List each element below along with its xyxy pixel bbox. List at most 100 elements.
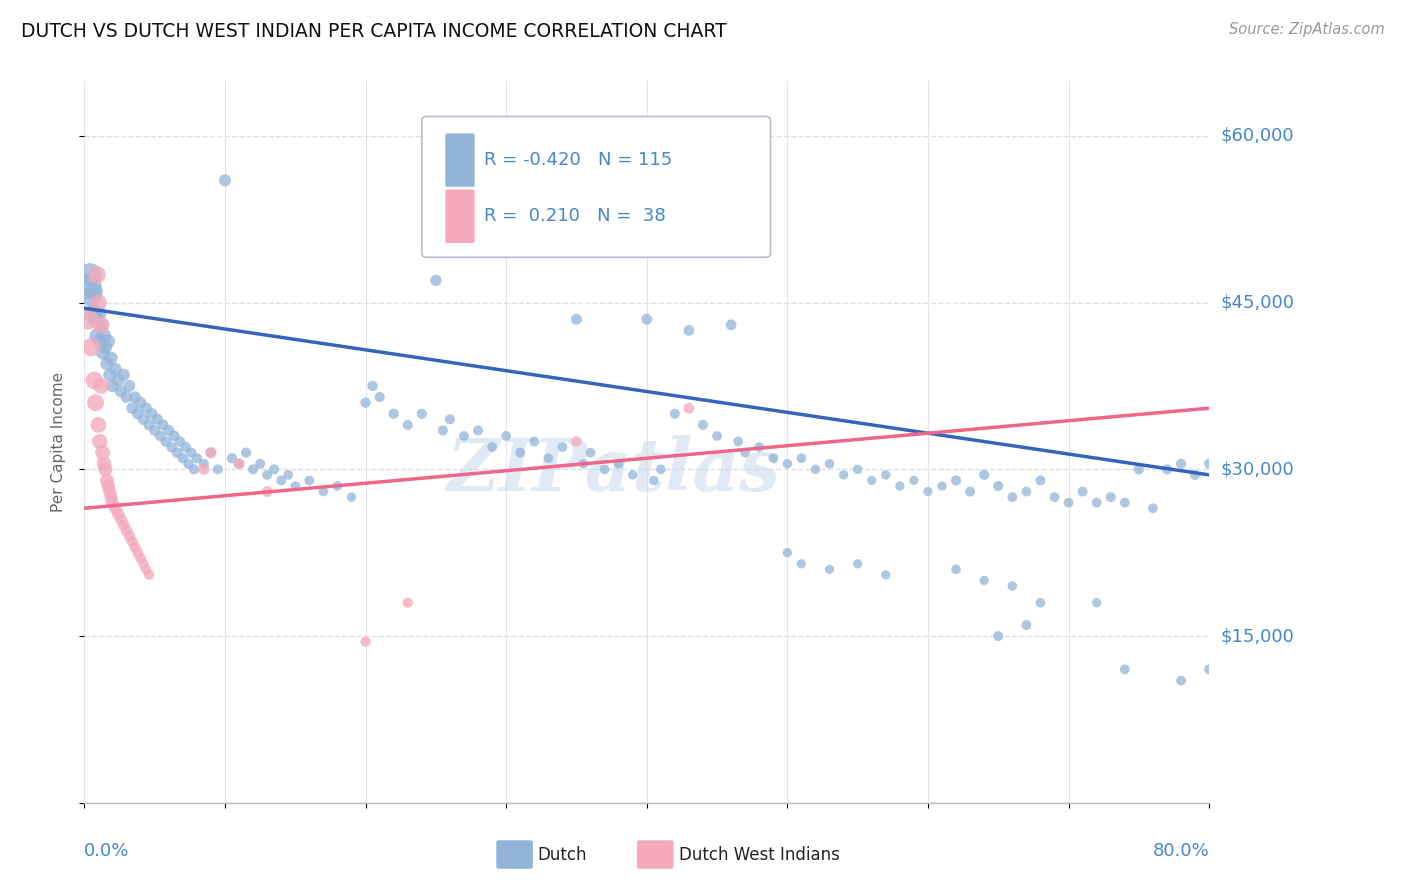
Point bbox=[1029, 474, 1052, 488]
Point bbox=[155, 434, 177, 449]
Text: 0.0%: 0.0% bbox=[84, 842, 129, 860]
Point bbox=[298, 474, 321, 488]
Point bbox=[235, 445, 257, 459]
Point bbox=[818, 457, 841, 471]
Point bbox=[1114, 496, 1136, 510]
Point bbox=[141, 407, 163, 421]
Point bbox=[104, 501, 127, 516]
Point bbox=[100, 490, 122, 504]
Point bbox=[1001, 579, 1024, 593]
Point bbox=[987, 629, 1010, 643]
Point bbox=[89, 334, 111, 349]
Y-axis label: Per Capita Income: Per Capita Income bbox=[51, 371, 66, 512]
Point bbox=[354, 395, 377, 409]
Point bbox=[396, 596, 419, 610]
Point bbox=[90, 379, 112, 393]
Point bbox=[87, 417, 110, 432]
Point bbox=[129, 395, 152, 409]
Point bbox=[875, 467, 897, 482]
Point bbox=[193, 457, 215, 471]
Point bbox=[79, 268, 101, 282]
Point bbox=[207, 462, 229, 476]
Point bbox=[818, 562, 841, 576]
Point bbox=[180, 445, 202, 459]
Point bbox=[706, 429, 728, 443]
Point bbox=[200, 445, 222, 459]
Point bbox=[146, 412, 169, 426]
Point bbox=[1198, 662, 1220, 676]
Point bbox=[270, 474, 292, 488]
Point bbox=[284, 479, 307, 493]
Text: Dutch: Dutch bbox=[537, 846, 586, 863]
Point bbox=[135, 562, 157, 576]
Point bbox=[1114, 662, 1136, 676]
Point bbox=[242, 462, 264, 476]
Point bbox=[84, 312, 107, 326]
Text: Dutch West Indians: Dutch West Indians bbox=[679, 846, 839, 863]
Point bbox=[143, 424, 166, 438]
Point bbox=[495, 429, 517, 443]
Point bbox=[889, 479, 911, 493]
Point bbox=[256, 484, 278, 499]
Text: DUTCH VS DUTCH WEST INDIAN PER CAPITA INCOME CORRELATION CHART: DUTCH VS DUTCH WEST INDIAN PER CAPITA IN… bbox=[21, 22, 727, 41]
Point bbox=[124, 390, 146, 404]
Point bbox=[453, 429, 475, 443]
Point bbox=[277, 467, 299, 482]
Point bbox=[87, 295, 110, 310]
Point bbox=[101, 496, 124, 510]
Text: ZIPatlas: ZIPatlas bbox=[446, 435, 780, 506]
Point bbox=[1015, 484, 1038, 499]
Point bbox=[1085, 496, 1108, 510]
Point bbox=[804, 462, 827, 476]
Point bbox=[1029, 596, 1052, 610]
Point bbox=[396, 417, 419, 432]
Point bbox=[115, 524, 138, 538]
Point bbox=[90, 318, 112, 332]
Point bbox=[1071, 484, 1094, 499]
Point bbox=[636, 312, 658, 326]
Point bbox=[1099, 490, 1122, 504]
Point bbox=[129, 551, 152, 566]
Point bbox=[832, 467, 855, 482]
Point bbox=[1128, 462, 1150, 476]
Point bbox=[90, 318, 112, 332]
Point bbox=[1085, 596, 1108, 610]
Point bbox=[80, 340, 103, 354]
Point bbox=[100, 351, 122, 366]
Point bbox=[748, 440, 770, 454]
Point bbox=[720, 318, 742, 332]
Point bbox=[91, 445, 114, 459]
Point bbox=[163, 429, 186, 443]
Point bbox=[572, 457, 595, 471]
Point bbox=[439, 412, 461, 426]
Point bbox=[183, 462, 205, 476]
Point bbox=[93, 329, 115, 343]
Point bbox=[1057, 496, 1080, 510]
Point bbox=[93, 457, 115, 471]
Point bbox=[945, 562, 967, 576]
Point bbox=[382, 407, 405, 421]
Point bbox=[166, 445, 188, 459]
Point bbox=[607, 457, 630, 471]
Point bbox=[1043, 490, 1066, 504]
Point bbox=[228, 457, 250, 471]
Text: Source: ZipAtlas.com: Source: ZipAtlas.com bbox=[1229, 22, 1385, 37]
Point bbox=[112, 368, 135, 382]
Point bbox=[214, 173, 236, 187]
Point bbox=[169, 434, 191, 449]
Point bbox=[643, 474, 665, 488]
Point bbox=[425, 273, 447, 287]
Point bbox=[112, 517, 135, 532]
Point bbox=[107, 507, 129, 521]
Point bbox=[249, 457, 271, 471]
Point bbox=[776, 546, 799, 560]
Point bbox=[411, 407, 433, 421]
Point bbox=[135, 401, 157, 416]
Point bbox=[931, 479, 953, 493]
Point bbox=[84, 395, 107, 409]
FancyBboxPatch shape bbox=[446, 189, 475, 243]
Point bbox=[664, 407, 686, 421]
Point bbox=[579, 445, 602, 459]
Point bbox=[118, 379, 141, 393]
Point bbox=[138, 568, 160, 582]
